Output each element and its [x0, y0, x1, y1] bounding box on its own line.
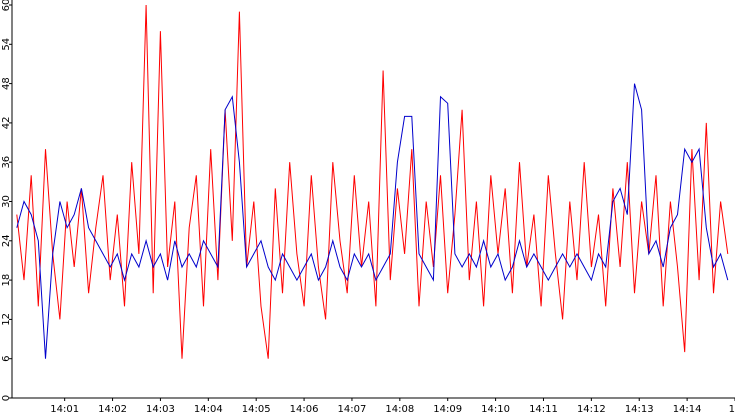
x-tick-label: 14:07	[338, 404, 367, 415]
x-tick-label: 14:12	[577, 404, 606, 415]
y-tick-label: 36	[1, 156, 12, 169]
x-tick-label: 14:11	[529, 404, 558, 415]
x-tick-label: 14:14	[673, 404, 702, 415]
x-tick-label: 14:05	[242, 404, 271, 415]
y-tick-label: 60	[1, 0, 12, 11]
y-tick-label: 18	[1, 274, 12, 287]
x-tick-label: 14:03	[146, 404, 175, 415]
x-tick-label: 14:08	[385, 404, 414, 415]
y-tick-label: 12	[1, 313, 12, 326]
x-tick-label: 14:04	[194, 404, 223, 415]
series-line	[16, 4, 729, 359]
y-tick-label: 0	[1, 395, 12, 401]
x-tick-label: 14:06	[290, 404, 319, 415]
x-tick-label: 14:01	[50, 404, 79, 415]
y-tick-label: 48	[1, 77, 12, 90]
y-tick-label: 24	[1, 234, 12, 247]
x-tick-label: 14:09	[433, 404, 462, 415]
y-tick-label: 6	[1, 356, 12, 362]
x-tick-label: 14:02	[98, 404, 127, 415]
y-tick-label: 54	[1, 38, 12, 51]
x-tick-label: 14:13	[625, 404, 654, 415]
series-line	[16, 83, 729, 359]
y-tick-label: 42	[1, 117, 12, 130]
x-tick-label: 14	[729, 404, 735, 415]
y-tick-label: 30	[1, 195, 12, 208]
x-tick-label: 14:10	[481, 404, 510, 415]
